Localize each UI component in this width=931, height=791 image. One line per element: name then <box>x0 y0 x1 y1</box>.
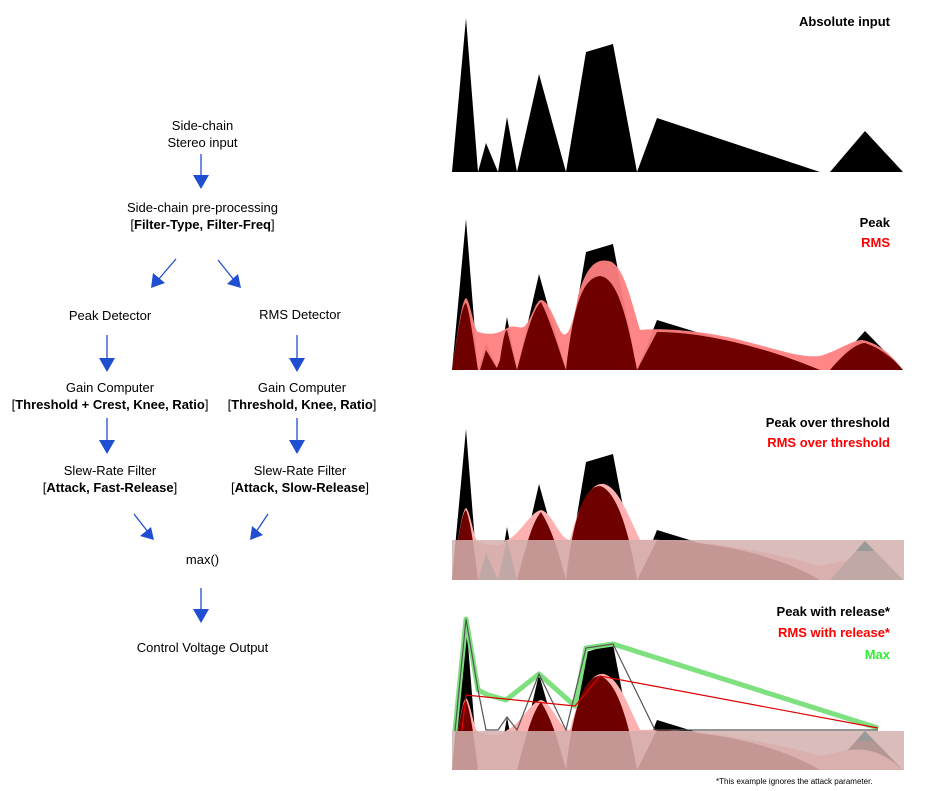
label-absolute-input: Absolute input <box>799 14 890 29</box>
gain-computer-rms-node: Gain Computer [Threshold, Knee, Ratio] <box>218 379 386 413</box>
bracket-close: ] <box>173 480 178 495</box>
peak-over-threshold <box>452 429 903 580</box>
panel-with-release <box>452 616 904 770</box>
rms-detector-node: RMS Detector <box>259 307 341 322</box>
preprocessing-node: Side-chain pre-processing [Filter-Type, … <box>100 199 305 233</box>
arrow-preproc-to-peak <box>157 258 177 281</box>
label-rms: RMS <box>861 235 890 250</box>
bracket-close: ] <box>204 397 209 412</box>
slew-right-params: [Attack, Slow-Release] <box>220 479 380 496</box>
max-node: max() <box>185 552 220 567</box>
slew-rate-slow-node: Slew-Rate Filter [Attack, Slow-Release] <box>220 462 380 496</box>
slew-left-params: [Attack, Fast-Release] <box>30 479 190 496</box>
gain-computer-peak-node: Gain Computer [Threshold + Crest, Knee, … <box>0 379 220 413</box>
threshold-band-release <box>452 731 904 770</box>
label-peak: Peak <box>859 215 890 230</box>
absolute-input-waveform <box>452 18 903 172</box>
preproc-params-text: Filter-Type, Filter-Freq <box>134 217 271 232</box>
threshold-band <box>452 540 904 580</box>
panel-over-threshold <box>452 429 904 580</box>
label-peak-with-release: Peak with release* <box>776 604 890 619</box>
bracket-open: [ <box>227 397 232 412</box>
slew-left-line1: Slew-Rate Filter <box>63 463 157 478</box>
label-rms-over-threshold: RMS over threshold <box>767 435 890 450</box>
slew-right-line1: Slew-Rate Filter <box>253 463 347 478</box>
sidechain-input-node: Side-chain Stereo input <box>140 117 265 151</box>
flow-arrows <box>99 154 305 623</box>
bracket-open: [ <box>130 217 134 232</box>
rms-over-threshold <box>452 483 903 580</box>
peak-detector-node: Peak Detector <box>68 308 152 323</box>
gain-right-line1: Gain Computer <box>257 380 347 395</box>
bracket-close: ] <box>372 397 377 412</box>
arrow-slew-right-to-max <box>255 513 269 533</box>
gain-left-params: [Threshold + Crest, Knee, Ratio] <box>0 396 220 413</box>
gain-left-params-text: Threshold + Crest, Knee, Ratio <box>15 397 205 412</box>
gain-right-params-text: Threshold, Knee, Ratio <box>231 397 373 412</box>
slew-rate-fast-node: Slew-Rate Filter [Attack, Fast-Release] <box>30 462 190 496</box>
bracket-close: ] <box>365 480 370 495</box>
control-voltage-output-node: Control Voltage Output <box>136 640 269 655</box>
label-peak-over-threshold: Peak over threshold <box>765 415 890 430</box>
gain-left-line1: Gain Computer <box>65 380 155 395</box>
slew-right-params-text: Attack, Slow-Release <box>234 480 366 495</box>
rms-envelope <box>452 260 903 370</box>
label-rms-with-release: RMS with release* <box>778 625 890 640</box>
peak-tip-above-threshold <box>856 541 874 551</box>
overlap-region <box>452 276 903 370</box>
overlap-over-threshold <box>452 486 820 580</box>
peak-with-release-fill <box>452 619 903 770</box>
below-threshold-shape <box>478 540 903 580</box>
panel-absolute-input <box>452 18 903 172</box>
gain-right-params: [Threshold, Knee, Ratio] <box>218 396 386 413</box>
peak-tip-above-threshold-release <box>856 731 874 741</box>
slew-left-params-text: Attack, Fast-Release <box>46 480 174 495</box>
rms-with-release-fill <box>452 673 903 770</box>
overlap-with-release <box>452 676 820 770</box>
label-max: Max <box>864 647 890 662</box>
sidechain-line1: Side-chain <box>171 118 234 133</box>
preproc-params: [Filter-Type, Filter-Freq] <box>100 216 305 233</box>
bracket-open: [ <box>230 480 235 495</box>
rms-release-line <box>461 675 879 731</box>
sidechain-line2: Stereo input <box>167 135 238 150</box>
bracket-open: [ <box>11 397 16 412</box>
bracket-close: ] <box>271 217 275 232</box>
arrow-slew-left-to-max <box>133 513 149 533</box>
arrow-preproc-to-rms <box>217 259 235 281</box>
bracket-open: [ <box>42 480 47 495</box>
footnote: *This example ignores the attack paramet… <box>716 777 873 786</box>
preproc-line1: Side-chain pre-processing <box>126 200 279 215</box>
